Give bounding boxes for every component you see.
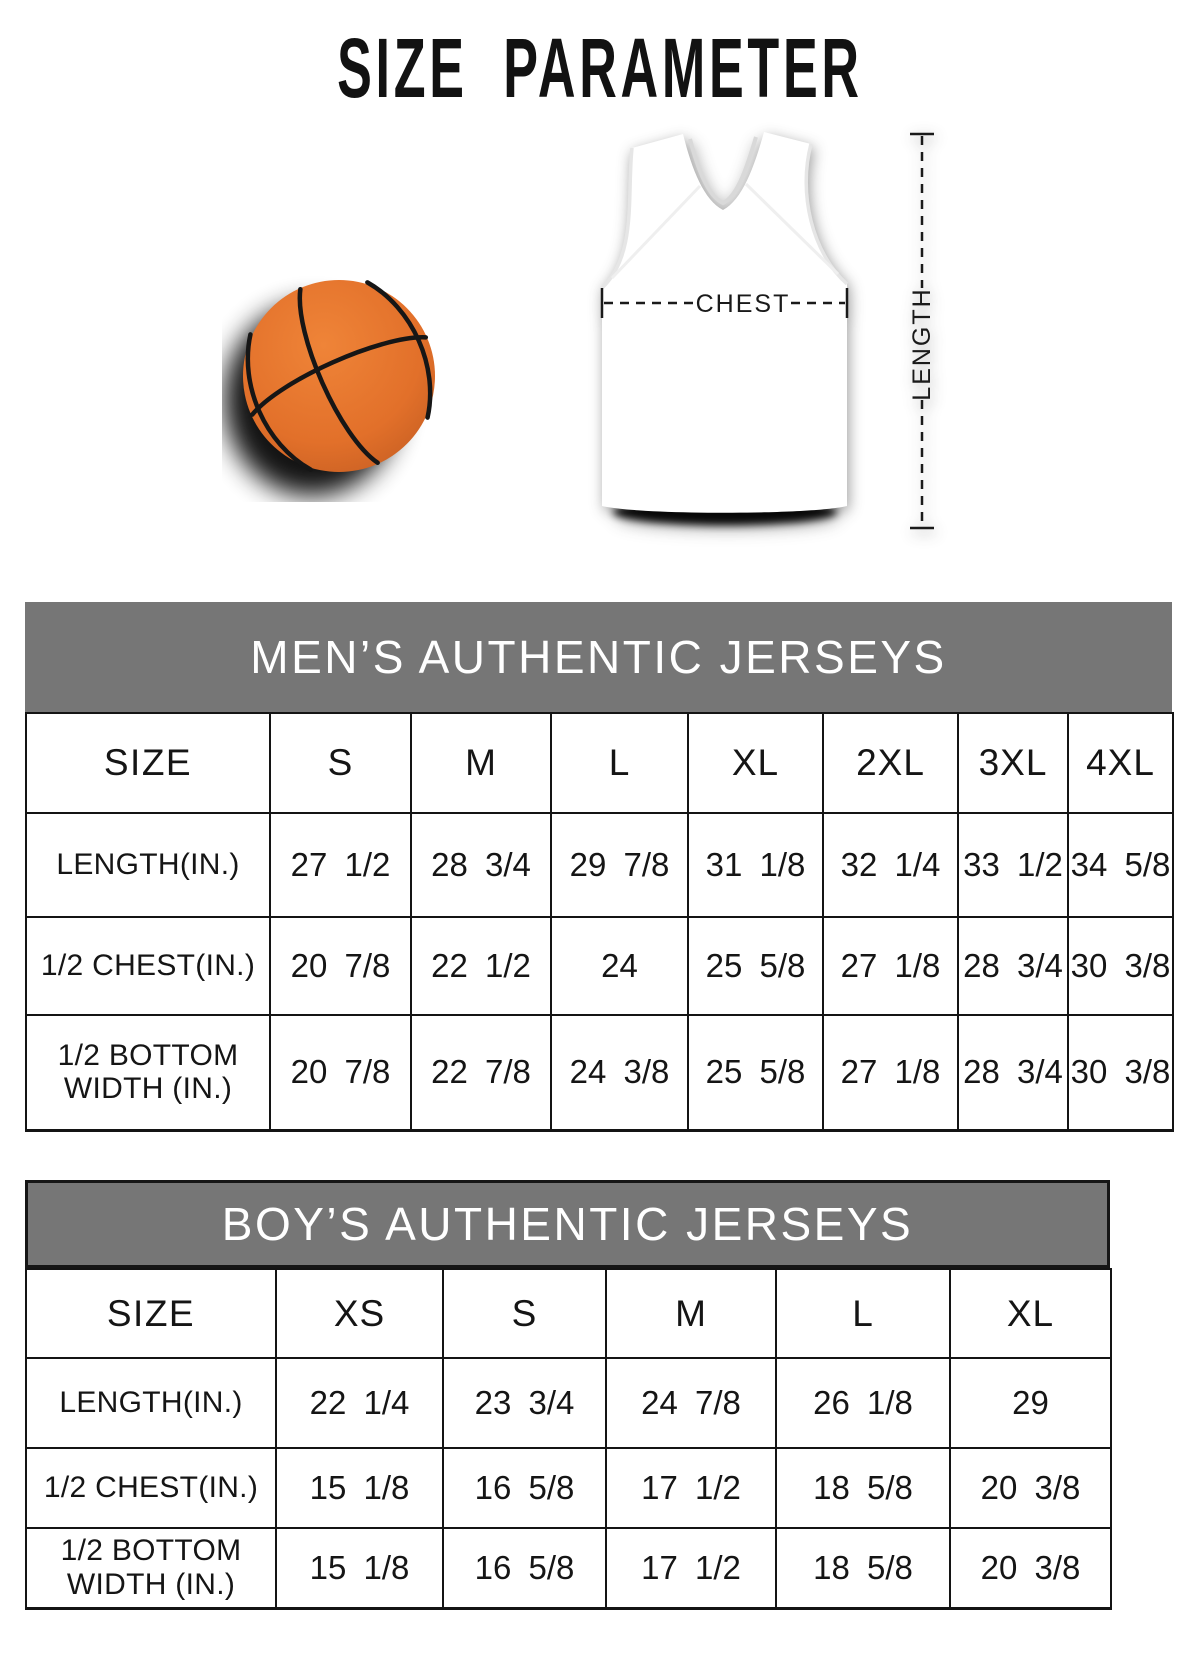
header-cell: M [605, 1268, 777, 1359]
length-measure-line [910, 132, 934, 530]
row-label-cell: LENGTH(IN.) [25, 1357, 277, 1449]
row-label-cell: 1/2 CHEST(IN.) [25, 916, 271, 1016]
row-label-line: 1/2 CHEST(IN.) [40, 949, 256, 983]
header-cell: XL [949, 1268, 1112, 1359]
value-cell: 24 [550, 916, 689, 1016]
boys-table-banner: BOY’S AUTHENTIC JERSEYS [25, 1180, 1110, 1268]
value-cell: 29 7/8 [550, 812, 689, 918]
value-cell: 22 1/4 [275, 1357, 444, 1449]
value-cell: 27 1/8 [822, 916, 959, 1016]
value-cell: 20 7/8 [269, 916, 412, 1016]
header-cell: S [269, 712, 412, 814]
boys-size-table: SIZE XS S M L XL LENGTH(IN.) 22 1/4 23 3… [25, 1268, 1112, 1610]
page-title-wrap: SIZE PARAMETER [0, 20, 1200, 117]
value-cell: 34 5/8 [1067, 812, 1174, 918]
value-cell: 30 3/8 [1067, 1014, 1174, 1131]
row-label-cell: LENGTH(IN.) [25, 812, 271, 918]
boys-bottom-width-row: 1/2 BOTTOM WIDTH (IN.) 15 1/8 16 5/8 17 … [25, 1527, 1112, 1609]
boys-chest-row: 1/2 CHEST(IN.) 15 1/8 16 5/8 17 1/2 18 5… [25, 1447, 1112, 1529]
basketball-image [224, 280, 435, 496]
row-label-line: 1/2 CHEST(IN.) [43, 1471, 259, 1505]
value-cell: 20 7/8 [269, 1014, 412, 1131]
value-cell: 24 3/8 [550, 1014, 689, 1131]
mens-size-corner-cell: SIZE [25, 712, 271, 814]
basketball-seams [245, 280, 433, 472]
page-title: SIZE PARAMETER [337, 21, 863, 115]
mens-table-banner: MEN’S AUTHENTIC JERSEYS [25, 602, 1172, 712]
basketball-body [243, 280, 435, 472]
header-cell: M [410, 712, 552, 814]
value-cell: 25 5/8 [687, 916, 824, 1016]
value-cell: 33 1/2 [957, 812, 1069, 918]
value-cell: 24 7/8 [605, 1357, 777, 1449]
value-cell: 20 3/8 [949, 1527, 1112, 1609]
mens-header-row: SIZE S M L XL 2XL 3XL 4XL [25, 712, 1174, 814]
row-label-cell: 1/2 BOTTOM WIDTH (IN.) [25, 1014, 271, 1131]
value-cell: 15 1/8 [275, 1527, 444, 1609]
row-label-cell: 1/2 BOTTOM WIDTH (IN.) [25, 1527, 277, 1609]
boys-size-corner-cell: SIZE [25, 1268, 277, 1359]
chest-measure-line [600, 288, 849, 318]
row-label-line: WIDTH (IN.) [66, 1567, 236, 1601]
row-label-line: LENGTH(IN.) [56, 848, 240, 882]
value-cell: 17 1/2 [605, 1447, 777, 1529]
value-cell: 27 1/8 [822, 1014, 959, 1131]
mens-chest-row: 1/2 CHEST(IN.) 20 7/8 22 1/2 24 25 5/8 2… [25, 916, 1174, 1016]
value-cell: 30 3/8 [1067, 916, 1174, 1016]
value-cell: 15 1/8 [275, 1447, 444, 1529]
value-cell: 28 3/4 [957, 916, 1069, 1016]
value-cell: 27 1/2 [269, 812, 412, 918]
header-cell: L [775, 1268, 951, 1359]
mens-length-row: LENGTH(IN.) 27 1/2 28 3/4 29 7/8 31 1/8 … [25, 812, 1174, 918]
header-cell: 3XL [957, 712, 1069, 814]
jersey-image: CHEST LENGTH [600, 132, 936, 530]
jersey-trim-lines [600, 136, 849, 290]
value-cell: 28 3/4 [410, 812, 552, 918]
value-cell: 16 5/8 [442, 1447, 607, 1529]
header-cell: L [550, 712, 689, 814]
value-cell: 22 1/2 [410, 916, 552, 1016]
row-label-cell: 1/2 CHEST(IN.) [25, 1447, 277, 1529]
value-cell: 29 [949, 1357, 1112, 1449]
header-cell: S [442, 1268, 607, 1359]
value-cell: 26 1/8 [775, 1357, 951, 1449]
value-cell: 18 5/8 [775, 1527, 951, 1609]
header-cell: 4XL [1067, 712, 1174, 814]
boys-length-row: LENGTH(IN.) 22 1/4 23 3/4 24 7/8 26 1/8 … [25, 1357, 1112, 1449]
mens-bottom-width-row: 1/2 BOTTOM WIDTH (IN.) 20 7/8 22 7/8 24 … [25, 1014, 1174, 1131]
mens-banner-label: MEN’S AUTHENTIC JERSEYS [250, 631, 947, 683]
row-label-line: LENGTH(IN.) [59, 1386, 243, 1420]
header-cell: XL [687, 712, 824, 814]
value-cell: 31 1/8 [687, 812, 824, 918]
length-label: LENGTH [908, 287, 936, 400]
row-label-line: 1/2 BOTTOM [57, 1038, 239, 1072]
jersey-body [602, 132, 847, 513]
value-cell: 25 5/8 [687, 1014, 824, 1131]
mens-size-table: SIZE S M L XL 2XL 3XL 4XL LENGTH(IN.) 27… [25, 712, 1174, 1132]
value-cell: 17 1/2 [605, 1527, 777, 1609]
value-cell: 22 7/8 [410, 1014, 552, 1131]
header-cell: 2XL [822, 712, 959, 814]
value-cell: 28 3/4 [957, 1014, 1069, 1131]
row-label-line: 1/2 BOTTOM [60, 1534, 242, 1568]
value-cell: 16 5/8 [442, 1527, 607, 1609]
value-cell: 18 5/8 [775, 1447, 951, 1529]
chest-label: CHEST [696, 290, 791, 318]
header-cell: XS [275, 1268, 444, 1359]
value-cell: 20 3/8 [949, 1447, 1112, 1529]
boys-header-row: SIZE XS S M L XL [25, 1268, 1112, 1359]
value-cell: 23 3/4 [442, 1357, 607, 1449]
row-label-line: WIDTH (IN.) [63, 1072, 233, 1106]
value-cell: 32 1/4 [822, 812, 959, 918]
boys-banner-label: BOY’S AUTHENTIC JERSEYS [221, 1198, 914, 1250]
